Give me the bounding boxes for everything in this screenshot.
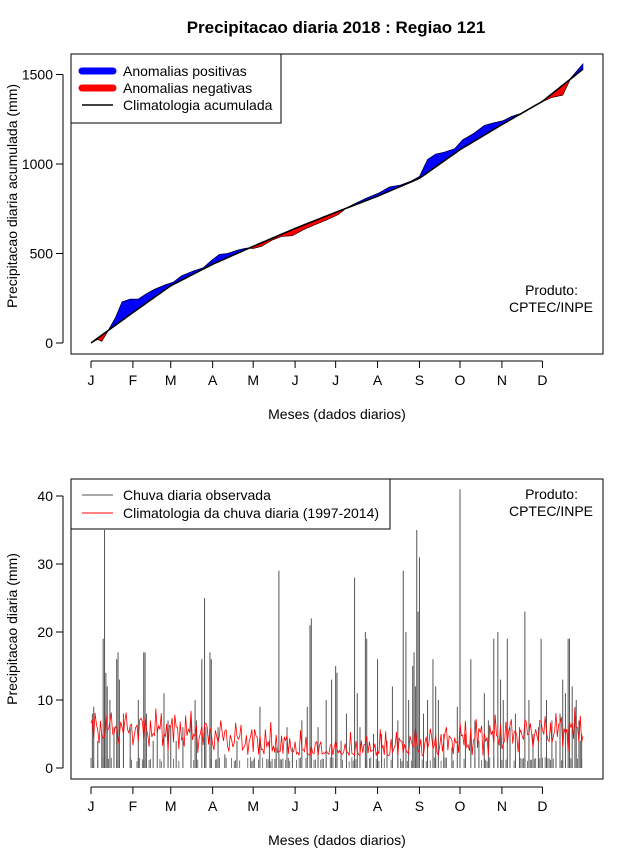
top-x-tick-label: A [373,372,383,388]
chart-title: Precipitacao diaria 2018 : Regiao 121 [187,18,486,37]
legend-label-clim-rain: Climatologia da chuva diaria (1997-2014) [123,505,379,521]
bottom-chart: 0 10 20 30 40 J F M A M J J A S O N D Precipitacao diar… [4,478,604,848]
top-y-tick-label: 500 [30,246,54,262]
bottom-y-tick-label: 10 [37,692,53,708]
top-y-tick-label: 0 [45,335,53,351]
bottom-product-source: CPTEC/INPE [509,503,593,519]
top-y-tick-label: 1000 [22,156,53,172]
top-y-tick-label: 1500 [22,67,53,83]
bottom-x-tick-label: J [332,798,339,814]
bottom-x-tick-label: M [165,798,177,814]
top-product-source: CPTEC/INPE [509,299,593,315]
bottom-y-tick-label: 20 [37,624,53,640]
top-x-tick-label: F [129,372,138,388]
bottom-product-label: Produto: [525,486,578,502]
bottom-y-tick-label: 0 [45,760,53,776]
top-legend: Anomalias positivas Anomalias negativas … [70,53,282,124]
bottom-legend-box [70,478,391,530]
top-chart: 0 500 1000 1500 J F M A M J J A S O N D Precipitacao d… [4,53,604,422]
top-y-axis-label: Precipitacao diaria acumulada (mm) [4,84,20,308]
top-plot-frame [70,53,604,355]
bottom-legend: Chuva diaria observada Climatologia da c… [70,478,391,530]
bottom-x-tick-label: F [129,798,138,814]
bottom-y-tick-label: 40 [37,488,53,504]
bottom-x-tick-label: O [455,798,466,814]
bottom-x-tick-label: S [415,798,424,814]
bottom-x-tick-label: J [292,798,299,814]
top-x-tick-label: M [247,372,259,388]
top-x-tick-label: J [88,372,95,388]
top-x-tick-label: S [415,372,424,388]
top-y-axis: 0 500 1000 1500 [22,67,64,351]
bottom-y-axis: 0 10 20 30 40 [37,488,64,776]
bottom-y-axis-label: Precipitacao diaria (mm) [4,553,20,705]
bottom-x-axis-label: Meses (dados diarios) [268,832,406,848]
top-x-tick-label: J [292,372,299,388]
legend-label-observed: Chuva diaria observada [123,487,271,503]
bottom-y-tick-label: 30 [37,556,53,572]
top-x-tick-label: O [455,372,466,388]
top-x-axis-label: Meses (dados diarios) [268,406,406,422]
top-x-tick-label: D [537,372,547,388]
top-x-tick-label: A [208,372,218,388]
bottom-x-tick-label: A [373,798,383,814]
bottom-x-tick-label: D [537,798,547,814]
bottom-x-tick-label: N [497,798,507,814]
bottom-x-tick-label: M [247,798,259,814]
bottom-observed-bars [90,489,583,768]
top-climatology-line [90,68,584,344]
legend-label-negative: Anomalias negativas [123,80,252,96]
legend-label-positive: Anomalias positivas [123,63,247,79]
bottom-climatology-line [90,708,584,757]
top-observed-outline [90,63,584,344]
top-x-tick-label: N [497,372,507,388]
bottom-x-tick-label: A [208,798,218,814]
bottom-x-tick-label: J [88,798,95,814]
top-product-label: Produto: [525,282,578,298]
top-x-tick-label: J [332,372,339,388]
top-x-tick-label: M [165,372,177,388]
legend-label-climatology: Climatologia acumulada [123,97,273,113]
